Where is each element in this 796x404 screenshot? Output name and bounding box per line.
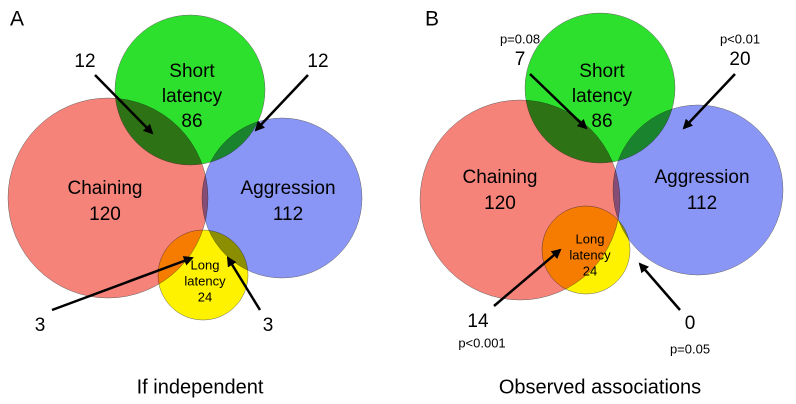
set-name: Aggression — [654, 167, 749, 188]
panel-b: B Short latency 86 Chaining 120 Aggressi… — [419, 8, 784, 398]
arrow — [529, 73, 588, 130]
set-name: latency — [572, 86, 633, 107]
arrow — [493, 248, 562, 307]
set-name: latency — [162, 86, 223, 107]
overlap-count: 12 — [74, 51, 95, 72]
set-name: latency — [184, 273, 226, 288]
set-name: Long — [191, 257, 220, 272]
panel-label: A — [10, 8, 24, 31]
set-name: Aggression — [240, 178, 335, 199]
overlap-count: 20 — [729, 49, 750, 70]
p-value: p=0.08 — [500, 31, 540, 46]
set-count: 24 — [198, 289, 212, 304]
arrow — [638, 262, 681, 311]
p-value: p=0.05 — [670, 341, 710, 356]
arrow — [94, 74, 154, 135]
caption: If independent — [137, 376, 264, 398]
arrow — [51, 256, 194, 312]
overlap-count: 14 — [467, 311, 489, 332]
set-count: 24 — [583, 263, 597, 278]
overlap-count: 0 — [685, 313, 696, 334]
caption: Observed associations — [499, 376, 701, 398]
p-value: p<0.01 — [720, 31, 760, 46]
arrow — [254, 74, 309, 132]
set-count: 120 — [89, 204, 121, 225]
set-name: Chaining — [463, 167, 538, 188]
circle-long — [541, 205, 631, 295]
set-count: 112 — [687, 193, 717, 214]
arrow — [682, 73, 736, 130]
set-count: 86 — [591, 111, 612, 132]
circle-aggression — [612, 104, 784, 276]
arrow — [226, 256, 262, 311]
set-count: 120 — [484, 193, 516, 214]
overlap-count: 12 — [307, 51, 328, 72]
panel-label: B — [425, 8, 439, 31]
overlap-count: 3 — [35, 315, 46, 336]
p-value: p<0.001 — [458, 335, 505, 350]
circle-aggression — [201, 117, 363, 279]
panel-a: A Short latency 86 Chaining 120 Aggressi… — [7, 8, 363, 398]
set-name: Long — [576, 231, 605, 246]
circle-long — [157, 229, 249, 321]
set-name: Short — [579, 61, 625, 82]
overlap-count: 3 — [263, 315, 274, 336]
set-name: Chaining — [68, 178, 143, 199]
set-count: 86 — [181, 111, 202, 132]
circle-short — [524, 12, 676, 164]
overlap-count: 7 — [515, 49, 526, 70]
set-name: latency — [569, 247, 611, 262]
set-name: Short — [169, 61, 215, 82]
set-count: 112 — [273, 204, 303, 225]
